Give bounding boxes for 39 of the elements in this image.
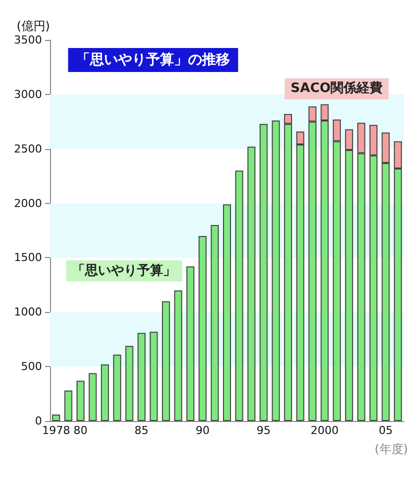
bar (162, 301, 170, 421)
bar (150, 332, 158, 421)
bar (210, 225, 219, 421)
series-label: SACO関係経費 (290, 81, 383, 96)
bar (88, 373, 97, 421)
bar (64, 390, 72, 421)
x-tick-label: 1978 (42, 424, 70, 437)
text: 「思いやり予算」の推移 (76, 52, 230, 68)
y-tick-label: 2500 (14, 142, 42, 156)
x-axis-title: (年度) (374, 442, 408, 456)
series-label: 「思いやり予算」 (72, 263, 176, 278)
bar (174, 290, 182, 421)
bar (272, 120, 280, 421)
y-tick-label: 2000 (14, 196, 42, 210)
y-tick-label: 0 (35, 414, 42, 428)
bar (186, 266, 194, 421)
bar (260, 124, 268, 421)
bar (113, 354, 122, 421)
bar (76, 380, 85, 421)
y-axis-title: (億円) (16, 19, 50, 33)
x-tick-label: 95 (256, 424, 271, 437)
y-tick-label: 3000 (14, 88, 42, 101)
bar (52, 414, 60, 421)
x-tick-label: 90 (196, 424, 210, 437)
bar (223, 204, 231, 421)
x-tick-label: 05 (378, 424, 393, 437)
x-tick-label: 2000 (310, 424, 339, 437)
bar (247, 146, 256, 421)
bar (100, 364, 109, 421)
x-tick-label: 80 (74, 424, 88, 437)
x-tick-label: 85 (134, 424, 149, 437)
y-tick-label: 3500 (14, 34, 42, 46)
y-tick-label: 1000 (14, 306, 42, 319)
y-tick-label: 1500 (14, 251, 42, 264)
bar (125, 346, 134, 421)
bar (198, 236, 207, 421)
bar (138, 332, 146, 421)
y-tick-label: 500 (21, 360, 42, 374)
bar (235, 170, 244, 421)
